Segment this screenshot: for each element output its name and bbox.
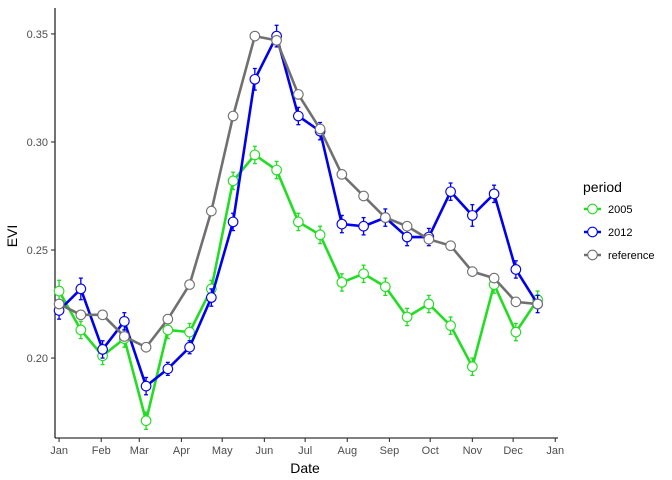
x-tick-label: Aug — [337, 445, 357, 457]
data-point — [205, 292, 217, 303]
data-point — [184, 341, 195, 353]
data-point — [249, 73, 261, 85]
data-point — [140, 380, 152, 392]
data-point — [379, 281, 391, 293]
series-2005 — [53, 145, 543, 431]
data-point — [75, 309, 87, 321]
legend-key-point — [587, 249, 598, 261]
data-point — [467, 361, 478, 373]
data-point — [227, 216, 239, 228]
x-tick-label: Jul — [298, 445, 312, 457]
data-point — [140, 341, 152, 353]
legend-label: 2012 — [608, 227, 632, 239]
y-axis-title: EVI — [4, 225, 20, 248]
series-reference — [53, 30, 543, 353]
data-point — [292, 216, 304, 228]
x-tick-label: Feb — [92, 445, 111, 457]
x-tick-label: Oct — [422, 445, 439, 457]
data-point — [292, 89, 304, 100]
series-line-reference — [58, 34, 538, 349]
x-tick-label: Apr — [173, 445, 190, 457]
legend-key-point — [587, 226, 598, 238]
data-point — [162, 363, 174, 375]
data-point — [227, 175, 239, 187]
legend-title: period — [583, 179, 622, 195]
data-point — [184, 279, 195, 290]
data-point — [510, 326, 522, 338]
legend-item-2012: 2012 — [584, 226, 632, 239]
data-point — [358, 268, 369, 280]
legend-item-2005: 2005 — [584, 203, 632, 216]
y-tick-label: 0.30 — [27, 137, 48, 149]
x-tick-label: Jan — [50, 445, 68, 457]
data-point — [97, 344, 108, 355]
legend-label: 2005 — [608, 204, 632, 216]
x-tick-label: Nov — [463, 445, 483, 457]
data-point — [336, 277, 348, 288]
data-point — [336, 169, 348, 180]
data-point — [336, 218, 348, 230]
x-tick-label: Jan — [546, 445, 564, 457]
data-point — [445, 240, 456, 252]
data-point — [271, 164, 282, 176]
legend: 2005 2012 reference — [584, 203, 654, 262]
data-point — [532, 298, 543, 310]
legend-item-reference: reference — [584, 249, 654, 262]
data-point — [401, 220, 413, 232]
data-point — [488, 188, 500, 200]
data-point — [488, 272, 500, 284]
y-tick-label: 0.25 — [27, 245, 48, 257]
data-point — [75, 324, 87, 336]
data-point — [358, 220, 369, 232]
data-point — [162, 313, 174, 325]
data-point — [227, 110, 239, 122]
x-tick-label: Dec — [503, 445, 523, 457]
data-point — [53, 298, 65, 310]
x-axis-title: Date — [290, 460, 320, 476]
data-point — [314, 229, 326, 241]
data-point — [53, 285, 65, 297]
data-point — [184, 326, 195, 338]
data-point — [162, 324, 174, 336]
axes: 0.20 0.25 0.30 0.35 Jan Feb Mar Apr May Jun Jul Aug… — [27, 8, 564, 457]
data-point — [467, 266, 478, 277]
data-point — [423, 298, 435, 310]
data-point — [118, 331, 130, 342]
data-point — [445, 320, 456, 331]
data-point — [314, 123, 326, 135]
data-point — [292, 110, 304, 122]
legend-key-point — [587, 203, 598, 215]
series-line-2005 — [57, 153, 539, 423]
data-point — [379, 212, 391, 223]
data-point — [510, 296, 522, 308]
legend-label: reference — [608, 250, 654, 262]
y-tick-label: 0.20 — [27, 353, 48, 365]
data-point — [445, 186, 456, 198]
data-point — [401, 231, 413, 243]
data-point — [423, 233, 435, 245]
data-point — [140, 415, 152, 427]
x-tick-label: May — [212, 445, 233, 457]
x-tick-label: Jun — [255, 445, 273, 457]
data-point — [358, 190, 369, 202]
y-tick-label: 0.35 — [27, 29, 48, 41]
data-point — [401, 311, 413, 323]
data-point — [249, 30, 261, 42]
data-point — [118, 315, 130, 327]
data-point — [467, 210, 478, 221]
x-tick-label: Sep — [380, 445, 400, 457]
data-point — [97, 309, 108, 321]
x-tick-label: Mar — [130, 445, 149, 457]
data-point — [75, 283, 87, 295]
data-point — [205, 205, 217, 217]
data-point — [249, 149, 261, 161]
series-line-2012 — [58, 34, 539, 388]
series-layer — [53, 24, 543, 431]
data-point — [271, 35, 282, 46]
data-point — [510, 264, 522, 275]
